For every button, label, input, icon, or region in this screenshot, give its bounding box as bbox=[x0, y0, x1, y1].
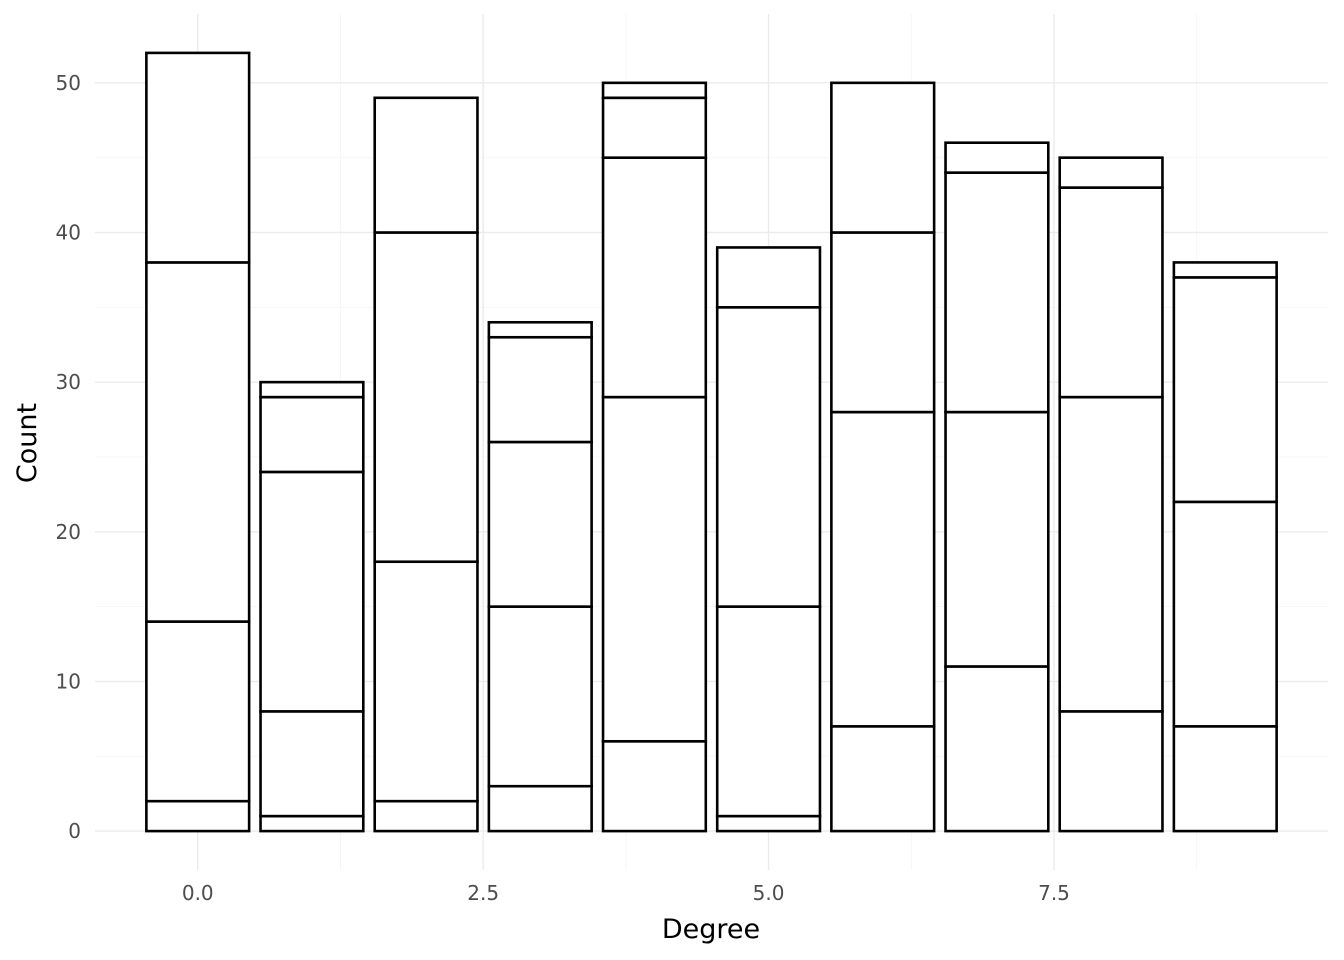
bar-stack-9 bbox=[1172, 261, 1278, 833]
bar-3-segment-4 bbox=[487, 320, 593, 339]
y-axis-title: Count bbox=[12, 403, 43, 483]
bar-stack-6 bbox=[830, 81, 936, 833]
y-tick-label-3: 30 bbox=[56, 370, 81, 394]
bar-5-segment-3 bbox=[715, 246, 822, 309]
bar-8-segment-2 bbox=[1058, 186, 1164, 399]
bar-4-segment-4 bbox=[601, 81, 708, 100]
bar-7-segment-2 bbox=[944, 171, 1050, 414]
bar-0-segment-3 bbox=[145, 51, 251, 264]
bar-3-segment-0 bbox=[487, 784, 593, 833]
bar-9-segment-1 bbox=[1172, 500, 1278, 728]
bar-8-segment-0 bbox=[1058, 710, 1164, 833]
bar-0-segment-1 bbox=[145, 620, 251, 803]
bar-7-segment-1 bbox=[944, 410, 1050, 668]
y-axis-tick-labels: 0 10 20 30 40 50 bbox=[56, 71, 81, 843]
bar-stack-2 bbox=[373, 96, 479, 833]
bar-2-segment-3 bbox=[373, 96, 479, 234]
bar-2-segment-2 bbox=[373, 231, 479, 564]
y-tick-label-2: 20 bbox=[56, 520, 81, 544]
x-tick-label-2: 5.0 bbox=[753, 881, 785, 905]
x-tick-label-0: 0.0 bbox=[182, 881, 214, 905]
bar-stack-4 bbox=[601, 81, 708, 833]
bar-3-segment-3 bbox=[487, 335, 593, 444]
bar-stack-5 bbox=[715, 246, 822, 833]
bar-5-segment-0 bbox=[715, 814, 822, 833]
bars bbox=[145, 51, 1278, 833]
bar-7-segment-3 bbox=[944, 141, 1050, 174]
y-tick-label-5: 50 bbox=[56, 71, 81, 95]
bar-stack-8 bbox=[1058, 156, 1164, 833]
bar-6-segment-1 bbox=[830, 410, 936, 728]
bar-6-segment-2 bbox=[830, 231, 936, 414]
y-tick-label-4: 40 bbox=[56, 220, 81, 244]
bar-6-segment-3 bbox=[830, 81, 936, 234]
bar-stack-7 bbox=[944, 141, 1050, 833]
y-tick-label-1: 10 bbox=[56, 669, 81, 693]
bar-3-segment-2 bbox=[487, 440, 593, 608]
y-tick-label-0: 0 bbox=[68, 819, 81, 843]
bar-6-segment-0 bbox=[830, 725, 936, 833]
bar-7-segment-0 bbox=[944, 665, 1050, 833]
bar-8-segment-3 bbox=[1058, 156, 1164, 189]
bar-4-segment-2 bbox=[601, 156, 708, 399]
bar-2-segment-0 bbox=[373, 799, 479, 833]
bar-1-segment-3 bbox=[259, 395, 365, 474]
bar-0-segment-2 bbox=[145, 261, 251, 623]
bar-1-segment-0 bbox=[259, 814, 365, 833]
bar-4-segment-3 bbox=[601, 96, 708, 159]
bar-5-segment-1 bbox=[715, 605, 822, 818]
bar-4-segment-0 bbox=[601, 740, 708, 833]
bar-9-segment-2 bbox=[1172, 276, 1278, 504]
bar-4-segment-1 bbox=[601, 395, 708, 743]
bar-3-segment-1 bbox=[487, 605, 593, 788]
x-tick-label-1: 2.5 bbox=[467, 881, 499, 905]
bar-9-segment-3 bbox=[1172, 261, 1278, 279]
bar-1-segment-1 bbox=[259, 710, 365, 818]
bar-9-segment-0 bbox=[1172, 725, 1278, 833]
bar-1-segment-2 bbox=[259, 470, 365, 713]
x-axis-title: Degree bbox=[662, 914, 760, 945]
x-tick-label-3: 7.5 bbox=[1038, 881, 1070, 905]
bar-2-segment-1 bbox=[373, 560, 479, 803]
bar-stack-3 bbox=[487, 320, 593, 833]
x-axis-tick-labels: 0.0 2.5 5.0 7.5 bbox=[182, 881, 1070, 905]
bar-8-segment-1 bbox=[1058, 395, 1164, 713]
bar-stack-0 bbox=[145, 51, 251, 833]
bar-1-segment-4 bbox=[259, 380, 365, 399]
bar-5-segment-2 bbox=[715, 306, 822, 608]
bar-stack-1 bbox=[259, 380, 365, 833]
bar-0-segment-0 bbox=[145, 799, 251, 833]
